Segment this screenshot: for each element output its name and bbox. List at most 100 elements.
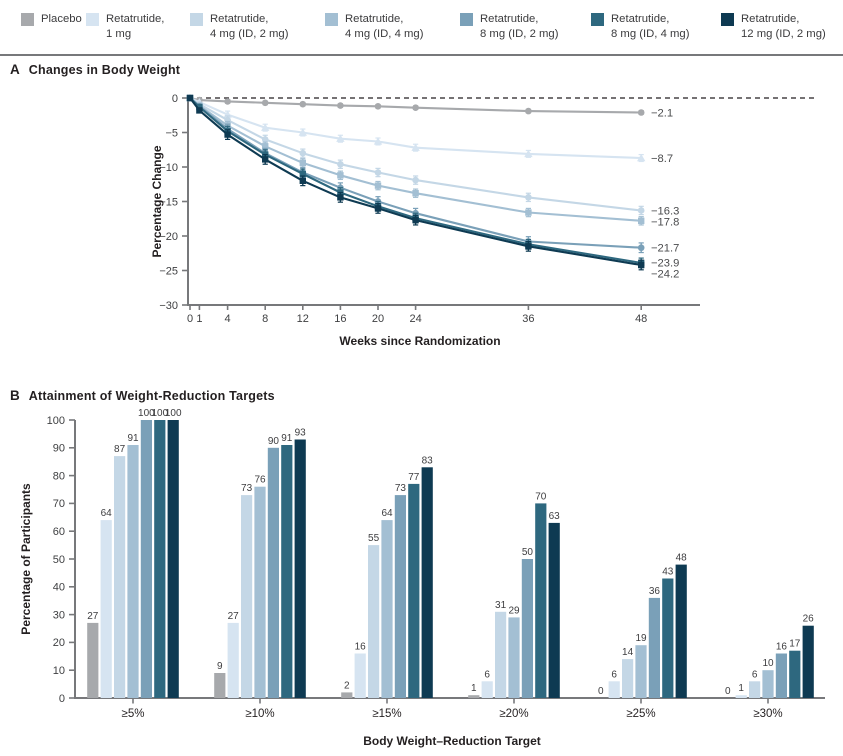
end-value-label: −16.3 [651,205,679,217]
bar-value-label: 17 [789,639,801,650]
bar-value-label: 100 [151,408,168,419]
legend-swatch [325,13,338,26]
bar-value-label: 1 [471,683,477,694]
category-label: ≥30% [753,708,782,720]
bar-value-label: 27 [87,611,99,622]
bar-value-label: 83 [422,455,434,466]
series-line [189,97,642,267]
bar-value-label: 19 [635,633,647,644]
category-label: ≥15% [372,708,401,720]
panel-a-letter: A [10,62,20,77]
bar-retatrutide-1-mg [227,622,239,698]
panel-a-line-chart: 0−5−10−15−20−25−300 1 4 8 12 16 20 24 36 48Percen… [150,93,816,348]
y-tick-label: −30 [159,300,178,312]
bar-value-label: 36 [649,586,661,597]
y-tick-label: −20 [159,231,178,243]
panel-a-header: A Changes in Body Weight [10,62,180,77]
x-tick-label: 48 [635,313,647,325]
legend: Placebo Retatrutide, 1 mg Retatrutide, 4 mg … [0,12,843,52]
legend-swatch [21,13,34,26]
marker-circle [337,160,344,168]
bar-value-label: 1 [738,683,744,694]
marker-square [337,194,344,201]
marker-circle [637,207,645,214]
marker-circle [525,107,532,115]
marker-circle [412,104,419,111]
marker-square [638,261,645,269]
bar-retatrutide-4-mg-id-4-mg [127,445,139,698]
legend-item-retatrutide-4-mg-id-4-mg: Retatrutide, 4 mg (ID, 4 mg) [325,12,423,41]
x-tick-label: 16 [334,313,346,325]
marker-circle [637,109,645,116]
x-tick-label: 20 [372,313,384,325]
bar-value-label: 9 [217,661,223,672]
bar-value-label: 27 [228,611,240,622]
marker-square [412,216,419,224]
x-tick-label: 12 [297,313,309,325]
bar-placebo [214,673,226,698]
marker-square [412,190,419,197]
y-tick-label: 20 [53,637,65,649]
bar-retatrutide-1-mg [354,653,366,698]
bar-value-label: 6 [752,669,758,680]
marker-circle [374,169,382,176]
bar-retatrutide-8-mg-id-4-mg [535,503,547,698]
bar-value-label: 6 [611,669,617,680]
bar-retatrutide-4-mg-id-4-mg [508,617,520,698]
bar-value-label: 2 [344,680,350,691]
panel-a-title: Changes in Body Weight [28,63,181,77]
bar-value-label: 0 [725,686,731,697]
bar-value-label: 10 [762,658,774,669]
y-tick-label: −25 [159,265,178,277]
y-axis-title: Percentage of Participants [19,483,33,635]
legend-swatch [86,13,99,26]
marker-square [337,172,344,179]
marker-triangle [411,143,420,151]
bar-value-label: 73 [241,483,253,494]
y-tick-label: 80 [53,470,65,482]
bar-retatrutide-8-mg-id-2-mg [394,495,406,698]
legend-swatch [460,13,473,26]
y-tick-label: 40 [53,582,65,594]
marker-square [525,243,532,250]
legend-label: Retatrutide, 4 mg (ID, 4 mg) [345,13,424,40]
marker-square [374,205,382,212]
bar-value-label: 0 [598,686,604,697]
bar-retatrutide-4-mg-id-2-mg [241,495,253,698]
bar-retatrutide-12-mg-id-2-mg [802,625,814,698]
line-series-retatrutide-4-mg-id-2-mg [186,94,645,216]
bar-retatrutide-8-mg-id-2-mg [140,420,152,698]
bar-retatrutide-1-mg [481,681,493,698]
marker-triangle [373,137,383,145]
end-value-label: −23.9 [651,258,679,270]
bar-value-label: 100 [138,408,155,419]
bar-value-label: 87 [114,444,126,455]
marker-triangle [524,149,533,158]
x-axis-title: Weeks since Randomization [339,334,500,348]
y-tick-label: 0 [59,693,65,705]
line-series-retatrutide-12-mg-id-2-mg [186,94,645,271]
marker-triangle [637,153,646,162]
bar-retatrutide-8-mg-id-2-mg [775,653,787,698]
panel-b-letter: B [10,388,20,403]
legend-swatch [591,13,604,26]
marker-circle [637,244,645,252]
legend-label: Retatrutide, 12 mg (ID, 2 mg) [741,13,826,40]
legend-divider [0,54,843,56]
bar-retatrutide-4-mg-id-2-mg [114,456,126,698]
bar-retatrutide-12-mg-id-2-mg [294,439,306,698]
bar-value-label: 64 [381,508,393,519]
marker-square [196,103,203,111]
bar-value-label: 93 [295,427,307,438]
marker-square [638,217,645,225]
legend-label: Retatrutide, 4 mg (ID, 2 mg) [210,13,289,40]
end-value-label: −17.8 [651,216,679,228]
bar-retatrutide-12-mg-id-2-mg [167,420,179,698]
x-tick-label: 0 [187,313,193,325]
legend-item-placebo-placebo: Placebo [21,12,82,27]
bar-retatrutide-4-mg-id-2-mg [749,681,761,698]
